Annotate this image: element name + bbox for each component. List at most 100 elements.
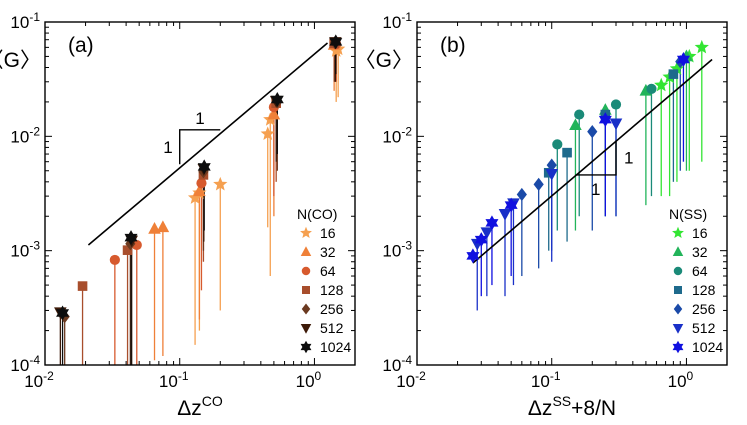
- legend-item-1024: 1024: [300, 339, 351, 355]
- error-bars-16: [660, 47, 703, 197]
- data-point: [498, 209, 512, 221]
- legend-marker: [300, 340, 312, 354]
- x-tick-label: 10-2: [396, 369, 426, 391]
- legend-title: N(CO): [297, 206, 337, 222]
- data-point: [533, 177, 544, 191]
- data-point: [545, 169, 559, 181]
- data-point: [213, 176, 228, 191]
- legend-label: 128: [692, 282, 716, 298]
- panel-a: 1110-210-110010-410-310-210-1(a)〈G〉ΔzCON…: [0, 10, 356, 420]
- error-bars-64: [114, 44, 337, 365]
- data-point: [474, 232, 488, 248]
- error-bars-512: [59, 41, 337, 365]
- data-point: [587, 125, 598, 139]
- data-point: [609, 118, 623, 131]
- x-tick-exponent: -2: [415, 369, 426, 383]
- data-point: [516, 187, 527, 202]
- slope-triangle: 11: [163, 109, 221, 165]
- data-point: [546, 158, 557, 172]
- legend-item-1024: 1024: [672, 339, 723, 355]
- legend-marker: [302, 286, 310, 294]
- legend-marker: [673, 303, 683, 315]
- series-32: [148, 38, 341, 234]
- panel-label: (a): [68, 34, 94, 57]
- error-bars-32: [153, 44, 335, 361]
- legend-item-16: 16: [672, 225, 708, 241]
- x-tick-label: 10-1: [531, 369, 561, 391]
- x-tick-base: 10: [24, 372, 43, 391]
- legend-marker: [301, 266, 311, 276]
- legend-item-512: 512: [300, 320, 344, 336]
- data-point: [124, 230, 138, 246]
- x-tick-label: 100: [668, 369, 694, 391]
- series-64: [552, 83, 657, 150]
- legend-item-128: 128: [302, 282, 344, 298]
- legend-marker: [300, 246, 312, 256]
- data-point: [197, 159, 211, 175]
- x-axis-label-base: Δz: [177, 397, 202, 420]
- legend-label: 512: [320, 320, 344, 336]
- y-tick-exponent: -4: [29, 353, 40, 367]
- x-axis-label-superscript: CO: [202, 393, 223, 409]
- x-tick-label: 100: [296, 369, 322, 391]
- x-tick-base: 10: [296, 372, 315, 391]
- series-1024: [466, 51, 690, 264]
- series-1024: [56, 34, 343, 321]
- plot-frame: [44, 21, 356, 366]
- panel-label: (b): [440, 34, 466, 57]
- x-axis-label-base: Δz: [528, 397, 553, 420]
- legend-marker: [674, 286, 682, 294]
- y-tick-exponent: -1: [401, 10, 412, 24]
- legend-marker: [672, 340, 684, 354]
- data-point: [646, 83, 657, 94]
- legend-label: 32: [320, 244, 336, 260]
- y-axis-label: 〈G〉: [0, 49, 41, 72]
- data-point: [196, 177, 207, 189]
- slope-triangle: 11: [575, 140, 633, 199]
- y-tick-label: 10-3: [10, 239, 40, 261]
- data-point: [574, 109, 585, 120]
- legend-label: 64: [692, 263, 708, 279]
- legend-label: 512: [692, 320, 716, 336]
- x-tick-exponent: -1: [550, 369, 561, 383]
- data-point: [552, 139, 563, 150]
- error-bars-1024: [61, 41, 337, 365]
- legend-marker: [672, 246, 684, 256]
- x-tick-label: 10-2: [24, 369, 54, 391]
- y-tick-base: 10: [10, 127, 29, 146]
- data-point: [694, 39, 709, 54]
- y-tick-label: 10-2: [10, 124, 40, 146]
- plot-frame: [416, 21, 728, 366]
- y-tick-base: 10: [10, 242, 29, 261]
- series-32: [569, 49, 693, 131]
- data-point: [480, 227, 494, 240]
- legend: N(SS) 16 32 64 128 256 512 1024: [669, 206, 723, 355]
- x-tick-exponent: -1: [178, 369, 189, 383]
- legend-marker: [300, 324, 312, 334]
- legend-item-128: 128: [674, 282, 716, 298]
- series-256: [516, 55, 686, 202]
- x-tick-base: 10: [159, 372, 178, 391]
- data-point: [329, 34, 343, 50]
- legend-marker: [301, 303, 311, 315]
- legend-label: 256: [692, 301, 716, 317]
- legend-label: 64: [320, 263, 336, 279]
- x-axis-label: ΔzSS+8/N: [528, 393, 616, 420]
- legend: N(CO) 16 32 64 128 256 512 1024: [297, 206, 351, 355]
- series-512: [54, 37, 342, 320]
- x-tick-base: 10: [531, 372, 550, 391]
- y-tick-label: 10-2: [382, 124, 412, 146]
- error-bars-512: [476, 123, 617, 311]
- y-tick-label: 10-4: [382, 353, 412, 375]
- legend-label: 1024: [320, 339, 351, 355]
- y-tick-label: 10-4: [10, 353, 40, 375]
- slope-run-label: 1: [591, 180, 600, 199]
- legend-label: 1024: [692, 339, 723, 355]
- legend-label: 256: [320, 301, 344, 317]
- legend-item-512: 512: [672, 320, 716, 336]
- data-point: [260, 126, 275, 140]
- y-tick-base: 10: [10, 356, 29, 375]
- data-point: [668, 69, 679, 79]
